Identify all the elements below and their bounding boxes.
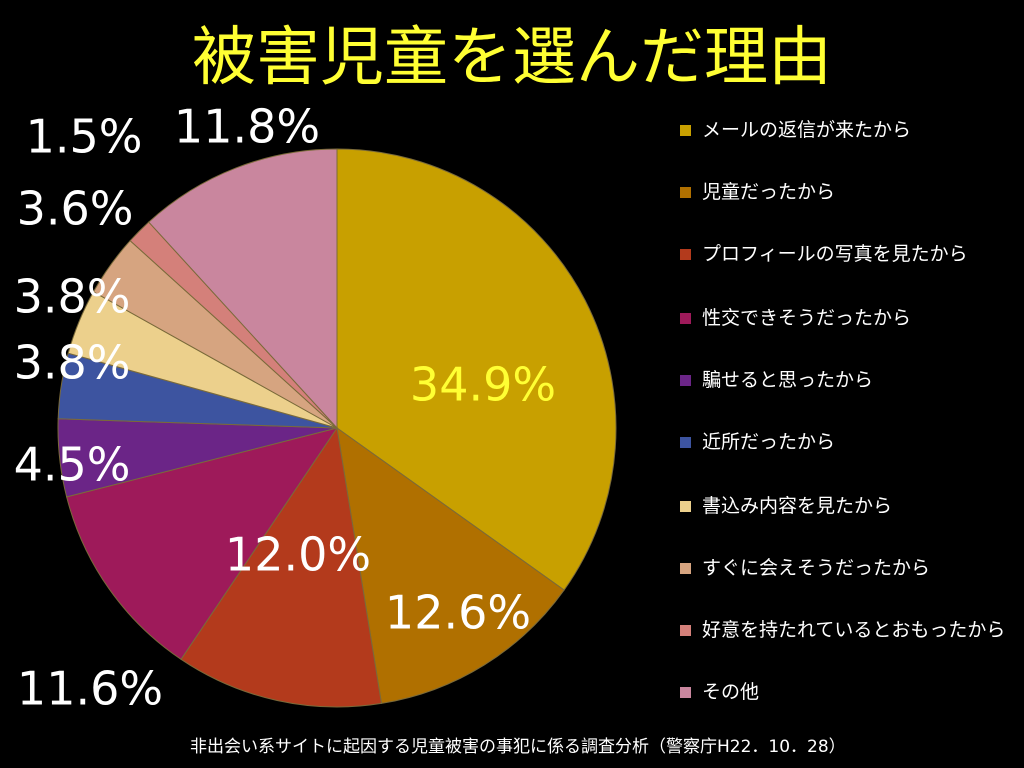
pie-labels: 34.9% 12.6% 12.0% 11.6% 4.5% 3.8% 3.8% 3.6% 1.5%…	[14, 100, 557, 716]
legend-item-5: 騙せると思ったから	[678, 368, 1018, 392]
slice-label-3: 12.0%	[225, 528, 371, 582]
pie-slice-10	[148, 148, 338, 430]
pie-slice-4	[66, 427, 339, 661]
slice-label-2: 12.6%	[385, 586, 531, 640]
legend-label: その他	[702, 681, 760, 703]
slice-label-8: 3.6%	[17, 182, 134, 236]
slice-label-7: 3.8%	[14, 270, 131, 324]
legend-swatch	[680, 187, 691, 198]
legend-item-9: 好意を持たれているとおもったから	[678, 618, 1018, 642]
pie-slice-1	[336, 148, 617, 591]
legend-label: 好意を持たれているとおもったから	[702, 619, 1006, 641]
legend-item-10: その他	[678, 680, 1018, 704]
slice-label-5: 4.5%	[14, 438, 131, 492]
legend-swatch	[680, 375, 691, 386]
legend-item-8: すぐに会えそうだったから	[678, 556, 1018, 580]
pie-slice-2	[336, 426, 565, 705]
legend-item-2: 児童だったから	[678, 180, 1018, 204]
pie-slice-3	[180, 426, 383, 708]
legend-label: メールの返信が来たから	[702, 119, 912, 141]
legend-swatch	[680, 249, 691, 260]
slice-label-6: 3.8%	[14, 336, 131, 390]
legend-swatch	[680, 437, 691, 448]
chart-title: 被害児童を選んだ理由	[192, 21, 832, 95]
legend-label: 騙せると思ったから	[702, 369, 874, 391]
legend-swatch	[680, 563, 691, 574]
slice-label-1: 34.9%	[410, 358, 556, 412]
legend-swatch	[680, 313, 691, 324]
legend-swatch	[680, 687, 691, 698]
legend-swatch	[680, 625, 691, 636]
legend-label: 性交できそうだったから	[702, 307, 912, 329]
source-note: 非出会い系サイトに起因する児童被害の事犯に係る調査分析（警察庁H22．10．28…	[190, 737, 846, 757]
legend-label: 児童だったから	[702, 181, 836, 203]
legend-item-6: 近所だったから	[678, 430, 1018, 454]
slice-label-10: 11.8%	[174, 100, 320, 154]
legend-label: 書込み内容を見たから	[702, 495, 893, 517]
legend-item-4: 性交できそうだったから	[678, 306, 1018, 330]
legend-label: プロフィールの写真を見たから	[702, 243, 968, 265]
legend-item-3: プロフィールの写真を見たから	[678, 242, 1018, 266]
legend-item-1: メールの返信が来たから	[678, 118, 1018, 142]
legend-label: すぐに会えそうだったから	[702, 557, 931, 579]
slice-label-4: 11.6%	[17, 662, 163, 716]
legend-item-7: 書込み内容を見たから	[678, 494, 1018, 518]
legend-swatch	[680, 501, 691, 512]
pie-slices	[57, 148, 617, 708]
legend-label: 近所だったから	[702, 431, 836, 453]
slice-label-9: 1.5%	[26, 110, 143, 164]
legend-swatch	[680, 125, 691, 136]
